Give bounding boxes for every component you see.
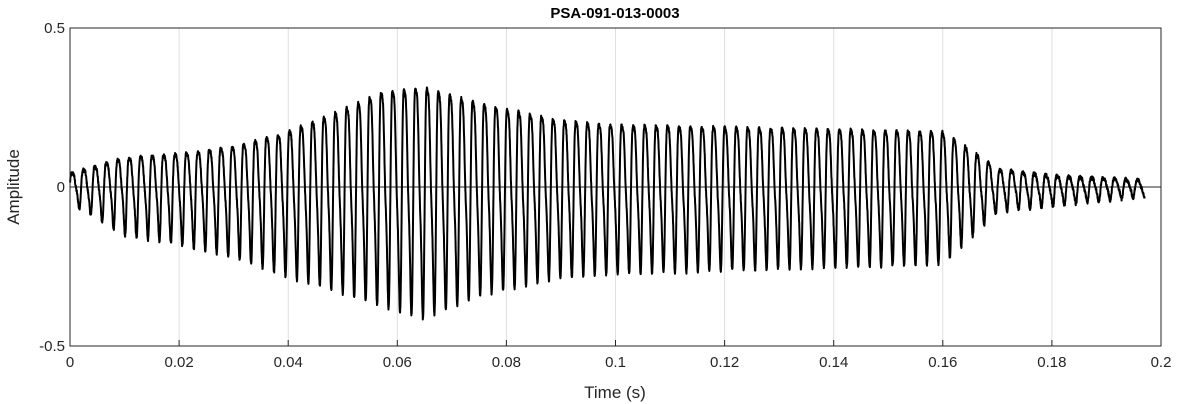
y-tick-label: 0 — [57, 179, 65, 196]
x-tick-label: 0.04 — [274, 354, 303, 371]
ticks: 0 0.02 0.04 0.06 0.08 0.1 0.12 0.14 0.16 0.18 0.2 -… — [39, 20, 1171, 371]
x-tick-label: 0.18 — [1037, 354, 1066, 371]
y-tick-label: 0.5 — [44, 20, 65, 37]
x-tick-label: 0.12 — [710, 354, 739, 371]
x-tick-label: 0.16 — [928, 354, 957, 371]
x-tick-label: 0.2 — [1151, 354, 1172, 371]
x-tick-label: 0.06 — [383, 354, 412, 371]
x-tick-label: 0 — [66, 354, 74, 371]
chart-title: PSA-091-013-0003 — [550, 5, 679, 22]
x-axis-label: Time (s) — [584, 383, 646, 402]
x-tick-label: 0.02 — [164, 354, 193, 371]
x-tick-label: 0.14 — [819, 354, 848, 371]
y-axis-label: Amplitude — [4, 149, 23, 225]
x-tick-label: 0.08 — [492, 354, 521, 371]
series-layer — [69, 86, 1146, 321]
waveform-line — [69, 86, 1146, 321]
y-tick-label: -0.5 — [39, 338, 65, 355]
x-tick-label: 0.1 — [605, 354, 626, 371]
